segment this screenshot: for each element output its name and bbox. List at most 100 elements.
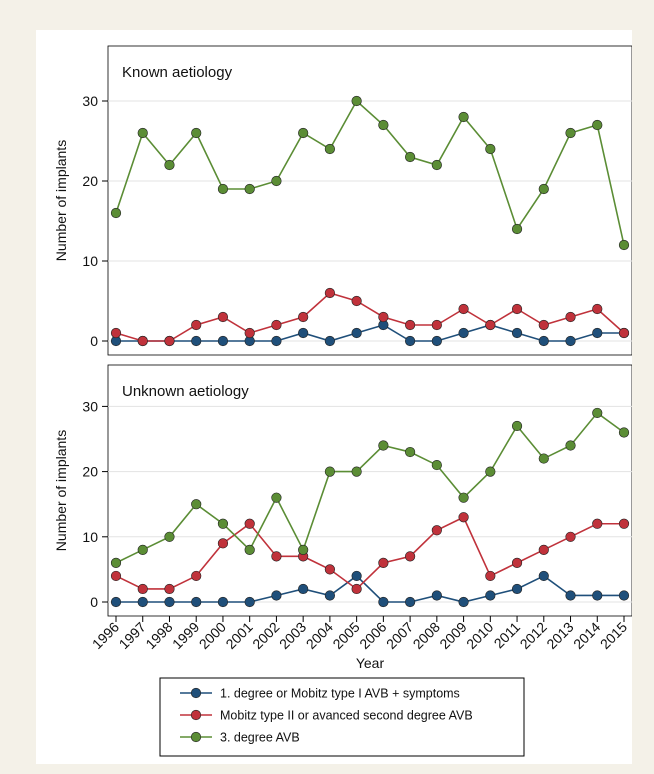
data-point-series-3 [378,440,389,451]
data-point-series-3 [485,466,496,477]
legend-label-2: Mobitz type II or avanced second degree … [220,709,473,723]
legend-marker-2 [190,709,202,721]
series-line-2 [115,292,625,342]
panel-frame [107,45,632,356]
data-point-series-2 [191,570,202,582]
data-point-series-2 [538,544,549,555]
data-point-series-1 [431,335,442,347]
x-tick-label: 1996 [89,619,122,652]
x-tick-label: 2013 [543,619,576,652]
y-axis-label: Number of implants [53,430,69,551]
data-point-series-2 [431,319,442,331]
data-point-series-3 [565,127,576,139]
data-point-series-3 [110,557,122,568]
data-point-series-2 [191,319,202,331]
x-tick-label: 2009 [436,619,469,652]
series-line-1 [116,574,624,603]
data-point-series-2 [164,335,175,347]
data-point-series-1 [511,327,523,339]
y-tick-label: 30 [82,93,98,109]
data-point-series-1 [565,335,576,347]
y-tick-label: 0 [90,594,98,610]
data-point-series-3 [137,544,148,555]
data-point-series-1 [271,335,282,347]
data-point-series-2 [137,583,148,595]
data-point-series-3 [164,531,175,542]
data-point-series-2 [485,319,496,331]
x-axis-label: Year [356,655,385,671]
data-point-series-3 [351,95,362,107]
data-point-series-1 [405,335,416,347]
data-point-series-1 [191,596,202,608]
data-point-series-2 [110,570,122,582]
data-point-series-3 [511,420,523,432]
data-point-series-1 [351,327,362,339]
x-tick-label: 2011 [491,619,524,652]
data-point-series-3 [618,427,630,438]
data-point-series-1 [217,335,229,347]
data-point-series-2 [110,327,122,339]
panel-title: Known aetiology [122,64,233,81]
x-tick-label: 2010 [463,619,496,652]
data-point-series-3 [191,499,202,510]
legend-marker-1 [190,687,202,699]
data-point-series-2 [618,518,630,529]
data-point-series-1 [271,590,282,601]
y-tick-label: 0 [90,333,98,349]
panel-known: 0 10 20 30 Known aetiology Number of implants [53,45,632,356]
data-point-series-2 [324,564,335,575]
data-point-series-2 [511,303,523,315]
data-point-series-1 [351,570,362,582]
data-point-series-3 [244,544,255,555]
data-point-series-2 [378,557,389,568]
data-point-series-1 [405,596,416,608]
data-point-series-1 [592,590,603,601]
data-point-series-3 [511,223,523,235]
legend-label-3: 3. degree AVB [220,731,300,745]
data-point-series-2 [298,311,309,323]
x-tick-label: 2007 [383,619,416,652]
series-line-3 [115,411,625,564]
x-tick-label: 2006 [356,619,389,652]
data-point-series-2 [217,538,229,549]
y-tick-label: 10 [82,253,98,269]
data-point-series-3 [431,459,442,471]
data-point-series-1 [431,590,442,601]
data-point-series-3 [271,492,282,503]
x-tick-label: 2002 [249,619,282,652]
series-line-3 [115,99,625,246]
x-tick-label: 1998 [142,619,175,652]
data-point-series-2 [538,319,549,331]
data-point-series-2 [217,311,229,323]
data-point-series-3 [298,544,309,555]
x-tick-label: 2000 [196,619,229,652]
x-tick-label: 2012 [517,619,550,652]
data-point-series-2 [271,319,282,331]
data-point-series-3 [485,143,496,155]
data-point-series-2 [244,518,255,529]
data-point-series-2 [511,557,523,568]
data-point-series-3 [538,183,549,195]
data-point-series-1 [458,596,469,608]
data-point-series-3 [592,407,603,419]
data-point-series-2 [618,327,630,339]
legend-label-1: 1. degree or Mobitz type I AVB + symptom… [220,687,460,701]
data-point-series-2 [405,319,416,331]
data-point-series-3 [565,440,576,451]
data-point-series-1 [298,583,309,595]
data-point-series-3 [244,183,255,195]
data-point-series-3 [592,119,603,131]
data-point-series-1 [592,327,603,339]
data-point-series-3 [191,127,202,139]
data-point-series-1 [298,327,309,339]
panel-frame [107,364,632,617]
data-point-series-2 [565,311,576,323]
data-point-series-3 [618,239,630,251]
panel-title: Unknown aetiology [122,383,249,400]
data-point-series-1 [324,335,335,347]
data-point-series-1 [458,327,469,339]
data-point-series-3 [324,143,335,155]
data-point-series-3 [405,446,416,458]
data-point-series-3 [137,127,148,139]
data-point-series-1 [324,590,335,601]
